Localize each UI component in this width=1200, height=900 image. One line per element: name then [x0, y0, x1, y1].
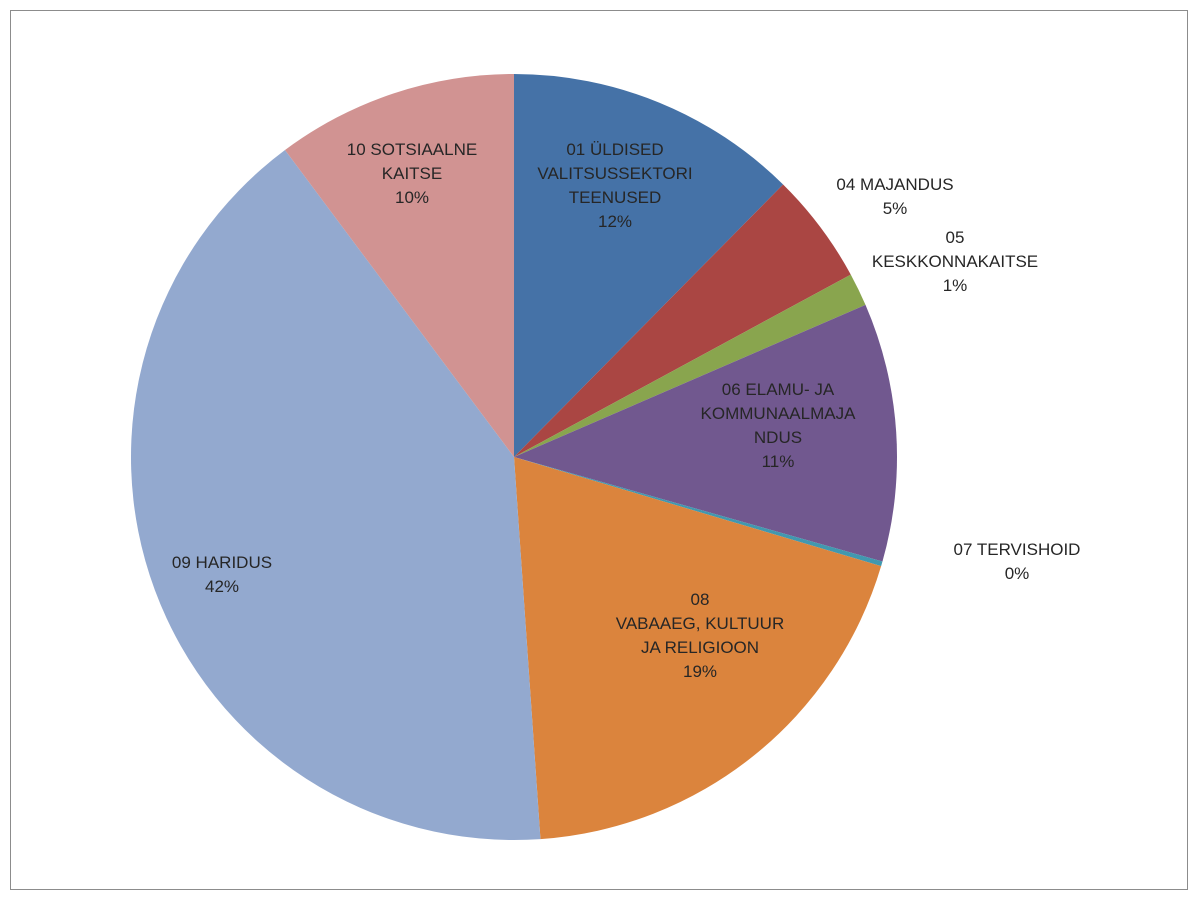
slice-label-6: 08 VABAAEG, KULTUUR JA RELIGIOON 19%	[616, 590, 784, 681]
slice-percent: 1%	[943, 276, 968, 295]
slice-percent: 42%	[205, 577, 239, 596]
slice-label-4: 06 ELAMU- JA KOMMUNAALMAJA NDUS 11%	[701, 380, 857, 471]
slice-category-line: JA RELIGIOON	[641, 638, 759, 657]
pie-labels: 01 ÜLDISED VALITSUSSEKTORI TEENUSED 12% 04 M…	[172, 140, 1081, 681]
slice-category-line: 01 ÜLDISED	[566, 140, 663, 159]
slice-category-line: VABAAEG, KULTUUR	[616, 614, 784, 633]
slice-category-line: KESKKONNAKAITSE	[872, 252, 1038, 271]
slice-label-2: 04 MAJANDUS 5%	[836, 175, 953, 218]
pie-slice-1	[514, 74, 784, 457]
slice-percent: 10%	[395, 188, 429, 207]
pie-slice-4	[514, 304, 898, 562]
pie-slices	[130, 74, 898, 841]
slice-percent: 19%	[683, 662, 717, 681]
slice-category-line: 09 HARIDUS	[172, 553, 272, 572]
pie-slice-7	[130, 150, 541, 841]
pie-slice-6	[514, 457, 882, 840]
slice-percent: 0%	[1005, 564, 1030, 583]
slice-category-line: 07 TERVISHOID	[954, 540, 1081, 559]
slice-category-line: KOMMUNAALMAJA	[701, 404, 857, 423]
slice-percent: 11%	[762, 452, 795, 471]
slice-label-3: 05 KESKKONNAKAITSE 1%	[872, 228, 1038, 295]
slice-percent: 5%	[883, 199, 908, 218]
slice-category-line: 05	[946, 228, 965, 247]
slice-category-line: NDUS	[754, 428, 802, 447]
slice-category-line: 10 SOTSIAALNE	[347, 140, 477, 159]
pie-slice-8	[285, 74, 514, 457]
slice-label-7: 09 HARIDUS 42%	[172, 553, 272, 596]
slice-category-line: 04 MAJANDUS	[836, 175, 953, 194]
pie-slice-3	[514, 274, 866, 457]
slice-category-line: KAITSE	[382, 164, 442, 183]
slice-category-line: TEENUSED	[569, 188, 662, 207]
slice-category-line: 06 ELAMU- JA	[722, 380, 835, 399]
slice-percent: 12%	[598, 212, 632, 231]
slice-label-1: 01 ÜLDISED VALITSUSSEKTORI TEENUSED 12%	[537, 140, 692, 231]
slice-label-5: 07 TERVISHOID 0%	[954, 540, 1081, 583]
slice-label-8: 10 SOTSIAALNE KAITSE 10%	[347, 140, 477, 207]
slice-category-line: VALITSUSSEKTORI	[537, 164, 692, 183]
slice-category-line: 08	[691, 590, 710, 609]
pie-slice-2	[514, 184, 851, 458]
pie-slice-5	[514, 457, 883, 567]
